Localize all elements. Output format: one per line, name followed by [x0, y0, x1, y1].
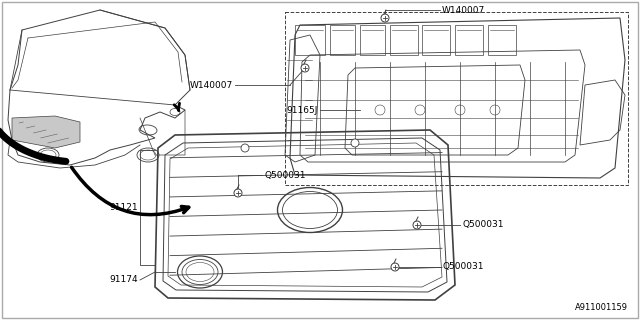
Text: Q500031: Q500031 [264, 171, 305, 180]
Text: W140007: W140007 [442, 5, 485, 14]
Circle shape [381, 14, 389, 22]
Circle shape [351, 139, 359, 147]
Text: A911001159: A911001159 [575, 303, 628, 312]
Text: 91165J: 91165J [287, 106, 318, 115]
Polygon shape [12, 116, 80, 148]
Text: Q500031: Q500031 [442, 262, 483, 271]
Circle shape [234, 189, 242, 197]
Text: 91174: 91174 [109, 276, 138, 284]
Circle shape [241, 144, 249, 152]
Circle shape [413, 221, 421, 229]
Text: W140007: W140007 [189, 81, 233, 90]
Circle shape [391, 263, 399, 271]
FancyArrowPatch shape [72, 167, 189, 215]
Text: Q500031: Q500031 [462, 220, 504, 229]
Text: 91121: 91121 [109, 203, 138, 212]
Circle shape [301, 64, 309, 72]
